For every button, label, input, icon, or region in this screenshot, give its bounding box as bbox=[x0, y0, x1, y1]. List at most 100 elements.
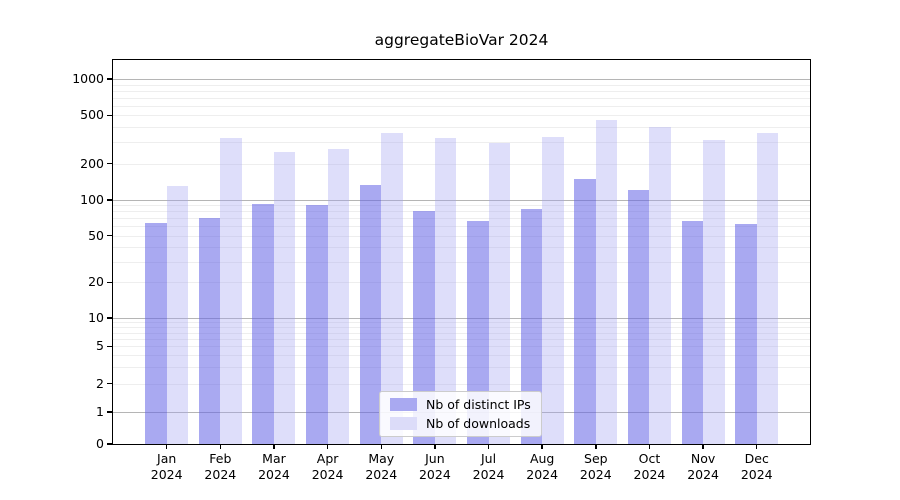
x-tick-mark bbox=[219, 444, 222, 449]
x-tick-label: Apr 2024 bbox=[311, 451, 344, 482]
gridline-minor bbox=[113, 84, 810, 86]
y-tick-label: 50 bbox=[88, 227, 104, 243]
bar-distinct-ips bbox=[306, 204, 328, 444]
legend-item-downloads: Nb of downloads bbox=[390, 416, 531, 431]
x-tick-label: May 2024 bbox=[365, 451, 398, 482]
x-tick-mark bbox=[434, 444, 436, 449]
y-tick-label: 10 bbox=[88, 310, 104, 325]
gridline-major bbox=[113, 79, 810, 80]
gridline-minor bbox=[113, 218, 810, 220]
gridline-minor bbox=[113, 97, 810, 99]
y-tick-mark bbox=[107, 234, 113, 237]
legend-label-distinct-ips: Nb of distinct IPs bbox=[426, 397, 531, 412]
gridline-minor bbox=[113, 383, 810, 385]
chart-title: aggregateBioVar 2024 bbox=[374, 31, 549, 49]
bar-downloads bbox=[649, 127, 671, 444]
legend-swatch-downloads bbox=[390, 417, 417, 430]
x-tick-mark bbox=[702, 444, 704, 449]
gridline-minor bbox=[113, 367, 810, 369]
gridline-major bbox=[113, 200, 810, 201]
x-tick-label: Jul 2024 bbox=[472, 451, 505, 482]
y-tick-mark bbox=[107, 114, 113, 117]
bar-distinct-ips bbox=[627, 189, 650, 444]
bar-distinct-ips bbox=[145, 222, 167, 444]
x-tick-mark bbox=[380, 444, 382, 449]
y-tick-label: 20 bbox=[88, 274, 104, 290]
bar-distinct-ips bbox=[574, 179, 596, 444]
legend-label-downloads: Nb of downloads bbox=[426, 416, 531, 431]
y-tick-label: 0 bbox=[96, 436, 104, 451]
y-tick-mark bbox=[107, 162, 113, 165]
y-tick-mark bbox=[107, 78, 113, 80]
gridline-major bbox=[113, 318, 810, 319]
bar-downloads bbox=[273, 151, 296, 444]
y-tick-mark bbox=[107, 443, 113, 445]
bar-downloads bbox=[220, 138, 242, 444]
x-tick-mark bbox=[487, 444, 490, 449]
x-tick-mark bbox=[648, 444, 651, 449]
y-tick-label: 2 bbox=[96, 375, 104, 391]
x-tick-label: Sep 2024 bbox=[579, 451, 612, 482]
x-tick-mark bbox=[595, 444, 597, 449]
gridline-minor bbox=[113, 90, 810, 92]
y-tick-label: 100 bbox=[80, 192, 104, 207]
bar-downloads bbox=[703, 140, 725, 444]
bar-distinct-ips bbox=[413, 210, 435, 444]
y-tick-label: 5 bbox=[96, 338, 104, 354]
y-tick-mark bbox=[107, 199, 113, 201]
legend-item-distinct-ips: Nb of distinct IPs bbox=[390, 397, 531, 412]
y-tick-label: 1000 bbox=[72, 71, 104, 86]
gridline-minor bbox=[113, 127, 810, 129]
gridline-minor bbox=[113, 332, 810, 334]
x-tick-label: Dec 2024 bbox=[740, 451, 773, 482]
gridline-minor bbox=[113, 115, 810, 117]
gridline-minor bbox=[113, 142, 810, 144]
gridline-minor bbox=[113, 205, 810, 207]
plot-area: Nb of distinct IPs Nb of downloads bbox=[113, 60, 810, 444]
gridline-minor bbox=[113, 235, 810, 237]
y-tick-mark bbox=[107, 345, 113, 348]
y-tick-mark bbox=[107, 382, 113, 385]
bar-distinct-ips bbox=[359, 184, 382, 444]
gridline-minor bbox=[113, 322, 810, 324]
bar-downloads bbox=[434, 138, 457, 444]
x-tick-label: Aug 2024 bbox=[526, 451, 559, 482]
gridline-minor bbox=[113, 211, 810, 213]
x-tick-label: Nov 2024 bbox=[687, 451, 719, 482]
bar-downloads bbox=[488, 142, 511, 444]
x-tick-label: Mar 2024 bbox=[258, 451, 290, 482]
y-tick-mark bbox=[107, 317, 113, 319]
bar-downloads bbox=[381, 132, 403, 444]
y-tick-label: 500 bbox=[80, 107, 104, 123]
y-tick-label: 1 bbox=[96, 404, 104, 419]
gridline-minor bbox=[113, 282, 810, 284]
legend-swatch-distinct-ips bbox=[390, 398, 417, 411]
bar-distinct-ips bbox=[520, 208, 543, 444]
gridline-minor bbox=[113, 355, 810, 357]
x-tick-mark bbox=[326, 444, 329, 449]
x-tick-label: Oct 2024 bbox=[633, 451, 666, 482]
gridline-minor bbox=[113, 261, 810, 263]
gridline-minor bbox=[113, 327, 810, 329]
gridline-minor bbox=[113, 105, 810, 107]
gridline-minor bbox=[113, 163, 810, 165]
bar-downloads bbox=[166, 186, 189, 444]
y-tick-mark bbox=[107, 281, 113, 284]
bar-downloads bbox=[595, 119, 618, 444]
gridline-minor bbox=[113, 338, 810, 340]
bar-downloads bbox=[756, 132, 779, 444]
x-tick-mark bbox=[541, 444, 543, 449]
gridline-minor bbox=[113, 226, 810, 228]
x-tick-label: Jan 2024 bbox=[150, 451, 183, 482]
x-tick-label: Feb 2024 bbox=[204, 451, 237, 482]
gridline-minor bbox=[113, 246, 810, 248]
bar-distinct-ips bbox=[198, 218, 221, 444]
legend: Nb of distinct IPs Nb of downloads bbox=[379, 391, 542, 437]
x-tick-mark bbox=[273, 444, 275, 449]
x-tick-mark bbox=[755, 444, 758, 449]
gridline-minor bbox=[113, 346, 810, 348]
bar-distinct-ips bbox=[467, 221, 489, 444]
bar-distinct-ips bbox=[681, 220, 704, 444]
bar-downloads bbox=[542, 136, 564, 444]
